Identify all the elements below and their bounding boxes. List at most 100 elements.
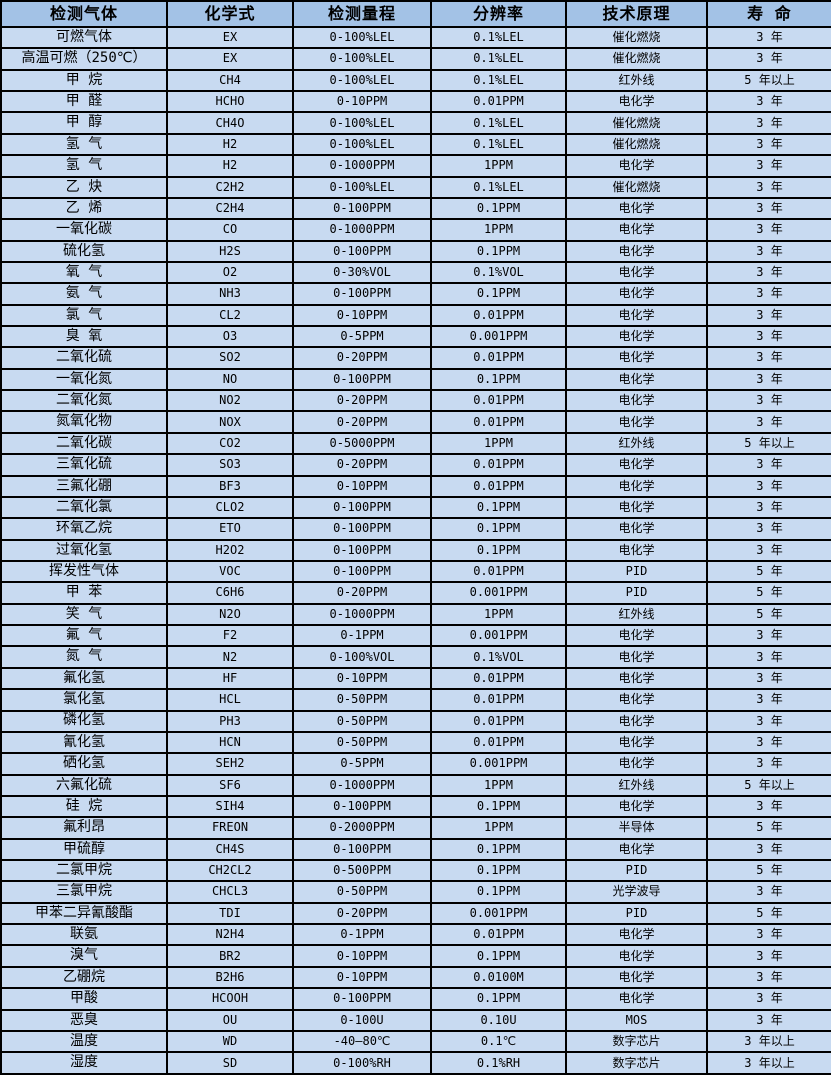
cell-gas: 臭 氧	[0, 325, 168, 349]
cell-lifespan: 3 年	[706, 389, 831, 413]
cell-lifespan: 3 年	[706, 987, 831, 1011]
cell-formula: B2H6	[166, 965, 294, 990]
cell-gas: 硅 烷	[0, 794, 168, 819]
cell-resolution: 0.001PPM	[430, 901, 567, 926]
cell-formula: HCL	[166, 688, 294, 712]
cell-formula: O2	[166, 260, 294, 285]
table-row: 二氯甲烷 CH2CL2 0-500PPM 0.1PPM PID 5 年	[0, 858, 831, 883]
cell-formula: HF	[166, 666, 294, 691]
cell-lifespan: 3 年	[706, 196, 831, 221]
cell-resolution: 0.1℃	[430, 1029, 567, 1054]
cell-resolution: 0.1PPM	[430, 944, 567, 968]
cell-principle: 电化学	[565, 260, 708, 285]
cell-lifespan: 3 年	[706, 880, 831, 904]
cell-formula: OU	[166, 1008, 294, 1032]
cell-lifespan: 3 年	[706, 111, 831, 135]
table-row: 湿度 SD 0-100%RH 0.1%RH 数字芯片 3 年以上	[0, 1051, 831, 1075]
cell-principle: 电化学	[565, 837, 708, 862]
cell-lifespan: 3 年	[706, 154, 831, 178]
cell-gas: 甲 醇	[0, 111, 168, 135]
cell-range: 0-100U	[292, 1008, 432, 1032]
table-header: 检测气体 化学式 检测量程 分辨率 技术原理 寿 命	[0, 0, 831, 28]
cell-lifespan: 3 年以上	[706, 1029, 831, 1054]
table-row: 三氯甲烷 CHCL3 0-50PPM 0.1PPM 光学波导 3 年	[0, 880, 831, 904]
cell-lifespan: 3 年	[706, 218, 831, 242]
cell-lifespan: 3 年	[706, 730, 831, 755]
cell-range: 0-100PPM	[292, 987, 432, 1011]
header-row: 检测气体 化学式 检测量程 分辨率 技术原理 寿 命	[0, 0, 831, 28]
cell-principle: 红外线	[565, 602, 708, 627]
cell-formula: CH4O	[166, 111, 294, 135]
cell-resolution: 1PPM	[430, 218, 567, 242]
cell-principle: PID	[565, 559, 708, 584]
cell-formula: WD	[166, 1029, 294, 1054]
cell-range: 0-100%RH	[292, 1051, 432, 1075]
cell-range: 0-1000PPM	[292, 773, 432, 797]
cell-resolution: 0.001PPM	[430, 752, 567, 776]
cell-resolution: 0.1PPM	[430, 858, 567, 883]
table-row: 甲硫醇 CH4S 0-100PPM 0.1PPM 电化学 3 年	[0, 837, 831, 862]
table-row: 甲 烷 CH4 0-100%LEL 0.1%LEL 红外线 5 年以上	[0, 68, 831, 93]
cell-gas: 联氨	[0, 923, 168, 947]
cell-range: 0-100PPM	[292, 495, 432, 520]
cell-resolution: 0.01PPM	[430, 410, 567, 434]
cell-resolution: 0.1%LEL	[430, 47, 567, 71]
cell-resolution: 0.1PPM	[430, 239, 567, 263]
cell-formula: N2H4	[166, 923, 294, 947]
cell-gas: 恶臭	[0, 1008, 168, 1032]
cell-gas: 甲 醛	[0, 90, 168, 114]
cell-range: 0-100PPM	[292, 559, 432, 584]
cell-resolution: 0.1%LEL	[430, 132, 567, 157]
cell-lifespan: 3 年	[706, 260, 831, 285]
cell-formula: SD	[166, 1051, 294, 1075]
cell-resolution: 0.001PPM	[430, 624, 567, 648]
table-row: 氢 气 H2 0-100%LEL 0.1%LEL 催化燃烧 3 年	[0, 132, 831, 157]
cell-range: 0-50PPM	[292, 880, 432, 904]
cell-formula: C2H2	[166, 175, 294, 199]
cell-principle: 电化学	[565, 154, 708, 178]
cell-principle: 电化学	[565, 239, 708, 263]
table-row: 可燃气体 EX 0-100%LEL 0.1%LEL 催化燃烧 3 年	[0, 25, 831, 50]
cell-principle: 电化学	[565, 325, 708, 349]
cell-principle: 催化燃烧	[565, 175, 708, 199]
cell-gas: 二氯甲烷	[0, 858, 168, 883]
cell-formula: NH3	[166, 282, 294, 306]
cell-lifespan: 3 年	[706, 474, 831, 498]
cell-range: 0-20PPM	[292, 453, 432, 477]
cell-range: 0-100PPM	[292, 517, 432, 541]
cell-lifespan: 3 年	[706, 1008, 831, 1032]
cell-range: 0-10PPM	[292, 944, 432, 968]
cell-gas: 三氧化硫	[0, 453, 168, 477]
cell-principle: 电化学	[565, 495, 708, 520]
cell-gas: 六氟化硫	[0, 773, 168, 797]
cell-lifespan: 3 年	[706, 709, 831, 733]
cell-principle: 半导体	[565, 816, 708, 840]
cell-gas: 氢 气	[0, 154, 168, 178]
cell-resolution: 0.1PPM	[430, 794, 567, 819]
cell-principle: 电化学	[565, 987, 708, 1011]
cell-formula: HCHO	[166, 90, 294, 114]
cell-formula: CO2	[166, 431, 294, 456]
cell-formula: SEH2	[166, 752, 294, 776]
cell-gas: 三氟化硼	[0, 474, 168, 498]
cell-principle: 电化学	[565, 538, 708, 563]
cell-gas: 氟 气	[0, 624, 168, 648]
cell-resolution: 0.1%LEL	[430, 68, 567, 93]
cell-resolution: 0.1%RH	[430, 1051, 567, 1075]
cell-gas: 过氧化氢	[0, 538, 168, 563]
cell-resolution: 0.1%LEL	[430, 111, 567, 135]
cell-formula: N2	[166, 645, 294, 669]
cell-resolution: 0.01PPM	[430, 346, 567, 370]
cell-gas: 温度	[0, 1029, 168, 1054]
table-row: 二氧化碳 CO2 0-5000PPM 1PPM 红外线 5 年以上	[0, 431, 831, 456]
cell-range: 0-100%LEL	[292, 111, 432, 135]
cell-principle: 电化学	[565, 453, 708, 477]
cell-gas: 氨 气	[0, 282, 168, 306]
cell-resolution: 0.01PPM	[430, 303, 567, 328]
cell-lifespan: 5 年以上	[706, 68, 831, 93]
cell-resolution: 1PPM	[430, 816, 567, 840]
cell-formula: HCOOH	[166, 987, 294, 1011]
cell-lifespan: 5 年	[706, 602, 831, 627]
table-row: 氮氧化物 NOX 0-20PPM 0.01PPM 电化学 3 年	[0, 410, 831, 434]
